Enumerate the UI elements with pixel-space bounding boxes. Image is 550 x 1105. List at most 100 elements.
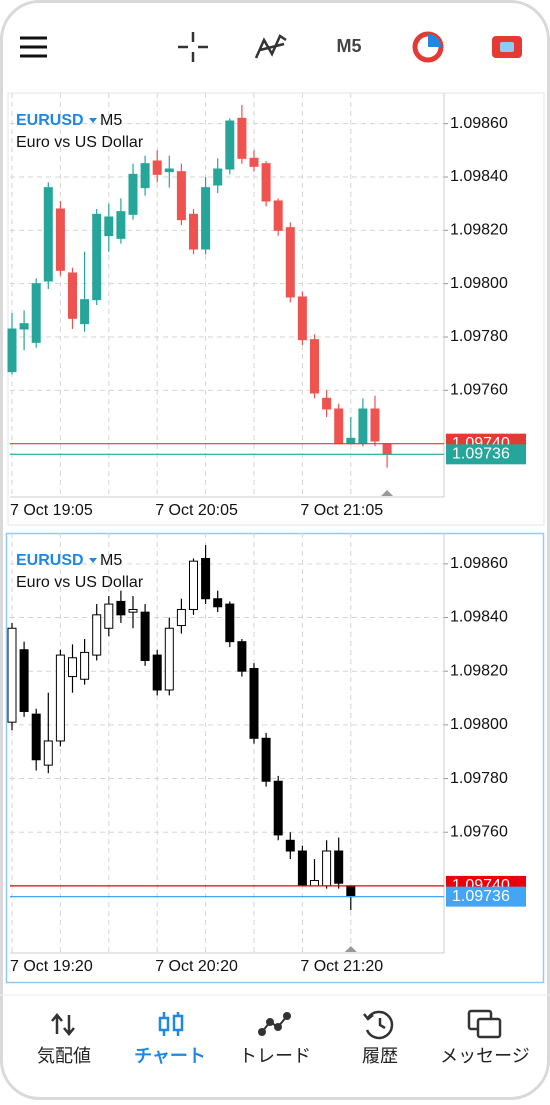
candle-body: [213, 168, 223, 186]
candle-body: [249, 668, 259, 739]
candle-body: [19, 323, 29, 330]
candle-body: [346, 437, 356, 445]
candle-body: [7, 627, 17, 723]
candle-body: [237, 641, 247, 672]
nav-icon-messages[interactable]: [467, 1009, 502, 1039]
y-tick-label: 1.09820: [450, 662, 508, 679]
candle-body: [334, 408, 344, 445]
x-tick-label: 7 Oct 20:05: [155, 502, 238, 519]
symbol-dropdown: [89, 118, 97, 123]
chart: 1.09760 1.09780 1.09800 1.09820 1.09840 1.098…: [7, 93, 526, 519]
candle-body: [213, 598, 223, 608]
y-tick-label: 1.09780: [450, 328, 508, 345]
symbol: EURUSD: [16, 112, 84, 129]
candle-body: [176, 171, 186, 221]
candle-body: [104, 603, 114, 629]
x-tick-label: 7 Oct 20:20: [155, 958, 238, 975]
nav-label[interactable]: トレード: [239, 1046, 311, 1066]
candle-body: [92, 213, 102, 301]
candle-body: [297, 850, 307, 887]
shift-marker: [381, 490, 394, 496]
shift-marker: [344, 946, 357, 952]
candle-body: [152, 654, 162, 691]
candle-body: [116, 211, 126, 239]
nav-icon-quotes[interactable]: [51, 1013, 75, 1036]
y-tick-label: 1.09860: [450, 115, 508, 132]
candle-body: [55, 654, 65, 742]
candle-body: [297, 296, 307, 341]
nav-label[interactable]: 履歴: [362, 1046, 398, 1066]
nav-icon-chart[interactable]: [158, 1012, 184, 1036]
candle-body: [140, 611, 150, 661]
candle-body: [189, 560, 198, 610]
candle-body: [43, 187, 53, 282]
timeframe: M5: [100, 552, 122, 569]
candle-body: [285, 227, 295, 298]
y-tick-label: 1.09840: [450, 609, 508, 626]
candle-body: [261, 737, 271, 782]
candle-body: [80, 299, 90, 325]
candle-body: [310, 880, 319, 887]
y-tick-label: 1.09840: [450, 168, 508, 185]
candle-body: [31, 713, 41, 761]
nav-icon-history[interactable]: [363, 1010, 394, 1040]
order-button[interactable]: [492, 36, 522, 58]
y-tick-label: 1.09820: [450, 222, 508, 239]
candle-body: [322, 850, 332, 887]
menu-button[interactable]: [20, 36, 47, 58]
nav-label[interactable]: メッセージ: [440, 1046, 530, 1066]
candle-body: [189, 213, 198, 250]
candle-body: [346, 885, 356, 898]
candle-body: [249, 157, 259, 167]
crosshair-button[interactable]: [178, 32, 208, 62]
candle-body: [104, 216, 114, 237]
price-label-bg: [446, 886, 526, 907]
nav-label[interactable]: 気配値: [37, 1046, 91, 1066]
candle-body: [334, 850, 344, 884]
candle-body: [225, 603, 235, 643]
candle-body: [164, 168, 174, 173]
x-tick-label: 7 Oct 19:05: [10, 502, 93, 519]
candle-body: [322, 397, 332, 410]
trade-button[interactable]: [412, 31, 444, 63]
price-label-bg: [446, 444, 526, 465]
candle-body: [201, 187, 211, 250]
candle-body: [237, 117, 247, 159]
symbol: EURUSD: [16, 552, 84, 569]
y-tick-label: 1.09860: [450, 555, 508, 572]
y-tick-label: 1.09780: [450, 770, 508, 787]
candle-body: [225, 120, 235, 170]
candle-body: [68, 272, 77, 319]
candle-body: [55, 208, 65, 271]
x-tick-label: 7 Oct 21:20: [300, 958, 383, 975]
y-tick-label: 1.09760: [450, 823, 508, 840]
candle-body: [201, 557, 211, 600]
candle-body: [261, 163, 271, 202]
candle-body: [80, 651, 90, 680]
candle-body: [43, 740, 53, 766]
nav-label[interactable]: チャート: [134, 1046, 206, 1066]
candle-body: [7, 328, 17, 373]
description: Euro vs US Dollar: [16, 574, 144, 591]
candle-body: [273, 780, 283, 836]
candle-body: [92, 614, 102, 656]
chart-frame[interactable]: [7, 92, 545, 526]
candle-body: [152, 160, 162, 175]
candle-body: [116, 600, 126, 616]
candle-body: [128, 608, 138, 613]
candle-body: [31, 283, 41, 343]
symbol-dropdown: [89, 558, 97, 563]
candle-body: [164, 627, 174, 691]
y-tick-label: 1.09760: [450, 382, 508, 399]
candle-body: [128, 173, 138, 215]
candle-body: [273, 200, 283, 231]
x-tick-label: 7 Oct 19:20: [10, 958, 93, 975]
timeframe-button[interactable]: M5: [336, 36, 361, 56]
candle-body: [285, 839, 295, 852]
nav-icon-trade[interactable]: [258, 1012, 291, 1036]
indicator-button[interactable]: [254, 34, 287, 59]
chart-frame-selected[interactable]: [5, 532, 545, 984]
timeframe: M5: [100, 112, 122, 129]
